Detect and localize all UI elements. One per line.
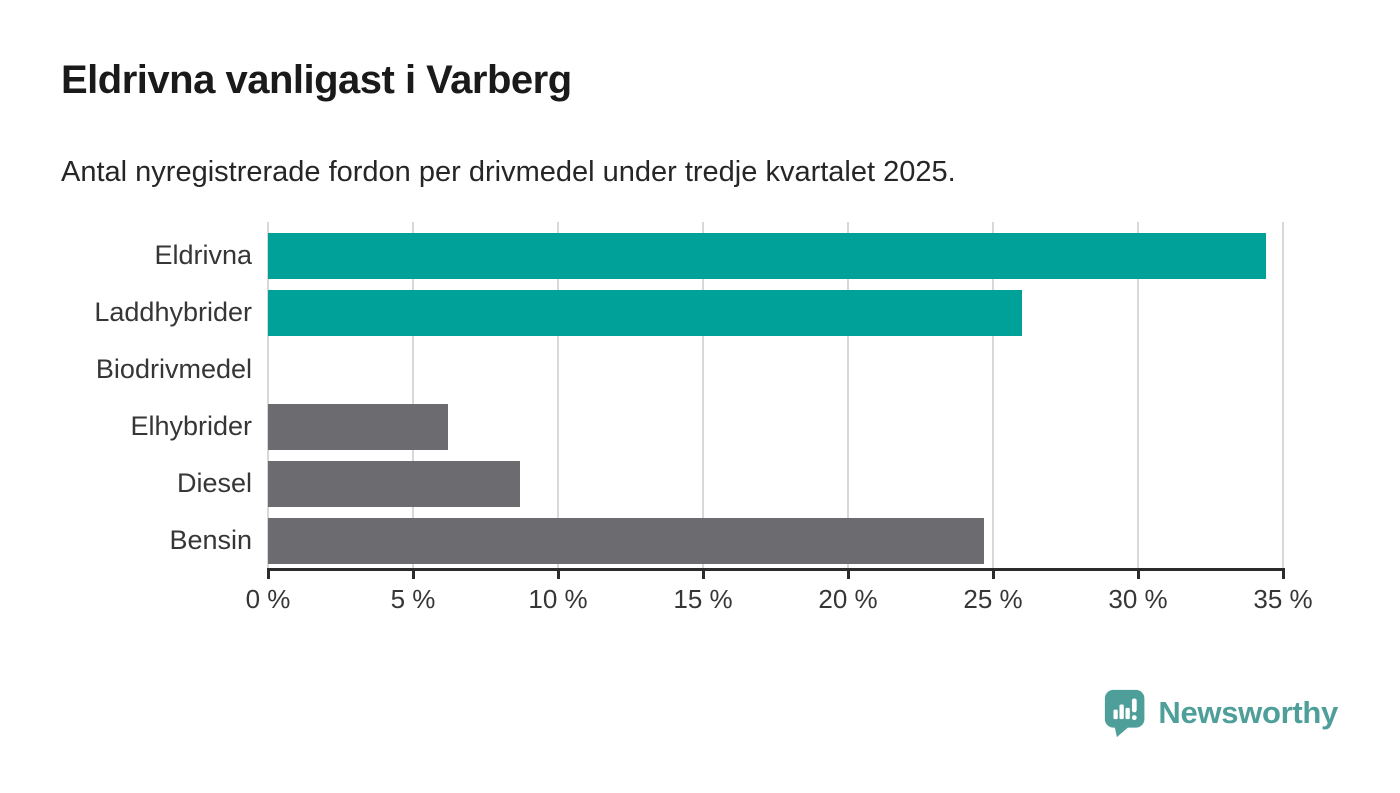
axis-tick-label: 15 % xyxy=(673,584,733,614)
x-axis-line xyxy=(267,568,1285,571)
gridline xyxy=(702,222,704,569)
axis-tick-label: 10 % xyxy=(528,584,588,614)
newsworthy-logo: Newsworthy xyxy=(1104,688,1338,738)
axis-tick xyxy=(992,571,995,579)
bar-eldrivna xyxy=(268,232,1266,279)
gridline xyxy=(992,222,994,569)
category-label: Biodrivmedel xyxy=(95,354,252,384)
bar-laddhybrider xyxy=(268,289,1022,336)
axis-tick-label: 30 % xyxy=(1108,584,1168,614)
newsworthy-logo-text: Newsworthy xyxy=(1158,695,1338,730)
axis-tick xyxy=(1282,571,1285,579)
axis-tick xyxy=(267,571,270,579)
axis-tick xyxy=(557,571,560,579)
gridline xyxy=(557,222,559,569)
chart-title: Eldrivna vanligast i Varberg xyxy=(61,58,572,102)
newsworthy-speech-bubble-bar-chart-icon xyxy=(1105,689,1145,737)
axis-tick xyxy=(702,571,705,579)
axis-tick-label: 35 % xyxy=(1253,584,1313,614)
axis-tick xyxy=(847,571,850,579)
category-labels-column: Eldrivna Laddhybrider Biodrivmedel Elhybrid… xyxy=(0,0,252,793)
category-label: Diesel xyxy=(176,468,252,498)
gridline xyxy=(847,222,849,569)
axis-tick-label: 25 % xyxy=(963,584,1023,614)
gridline xyxy=(1137,222,1139,569)
bar-elhybrider xyxy=(268,403,448,450)
axis-tick-label: 5 % xyxy=(390,584,436,614)
plot-area xyxy=(267,222,1284,569)
category-label: Elhybrider xyxy=(130,411,252,441)
gridline xyxy=(1282,222,1284,569)
category-label: Eldrivna xyxy=(154,240,252,270)
axis-tick xyxy=(1137,571,1140,579)
bar-diesel xyxy=(268,460,521,507)
gridline xyxy=(267,222,269,569)
category-label: Bensin xyxy=(169,525,252,555)
axis-tick-label: 20 % xyxy=(818,584,878,614)
bar-bensin xyxy=(268,517,985,564)
axis-tick xyxy=(412,571,415,579)
gridline xyxy=(412,222,414,569)
category-label: Laddhybrider xyxy=(94,297,252,327)
chart-subtitle: Antal nyregistrerade fordon per drivmede… xyxy=(61,156,956,188)
